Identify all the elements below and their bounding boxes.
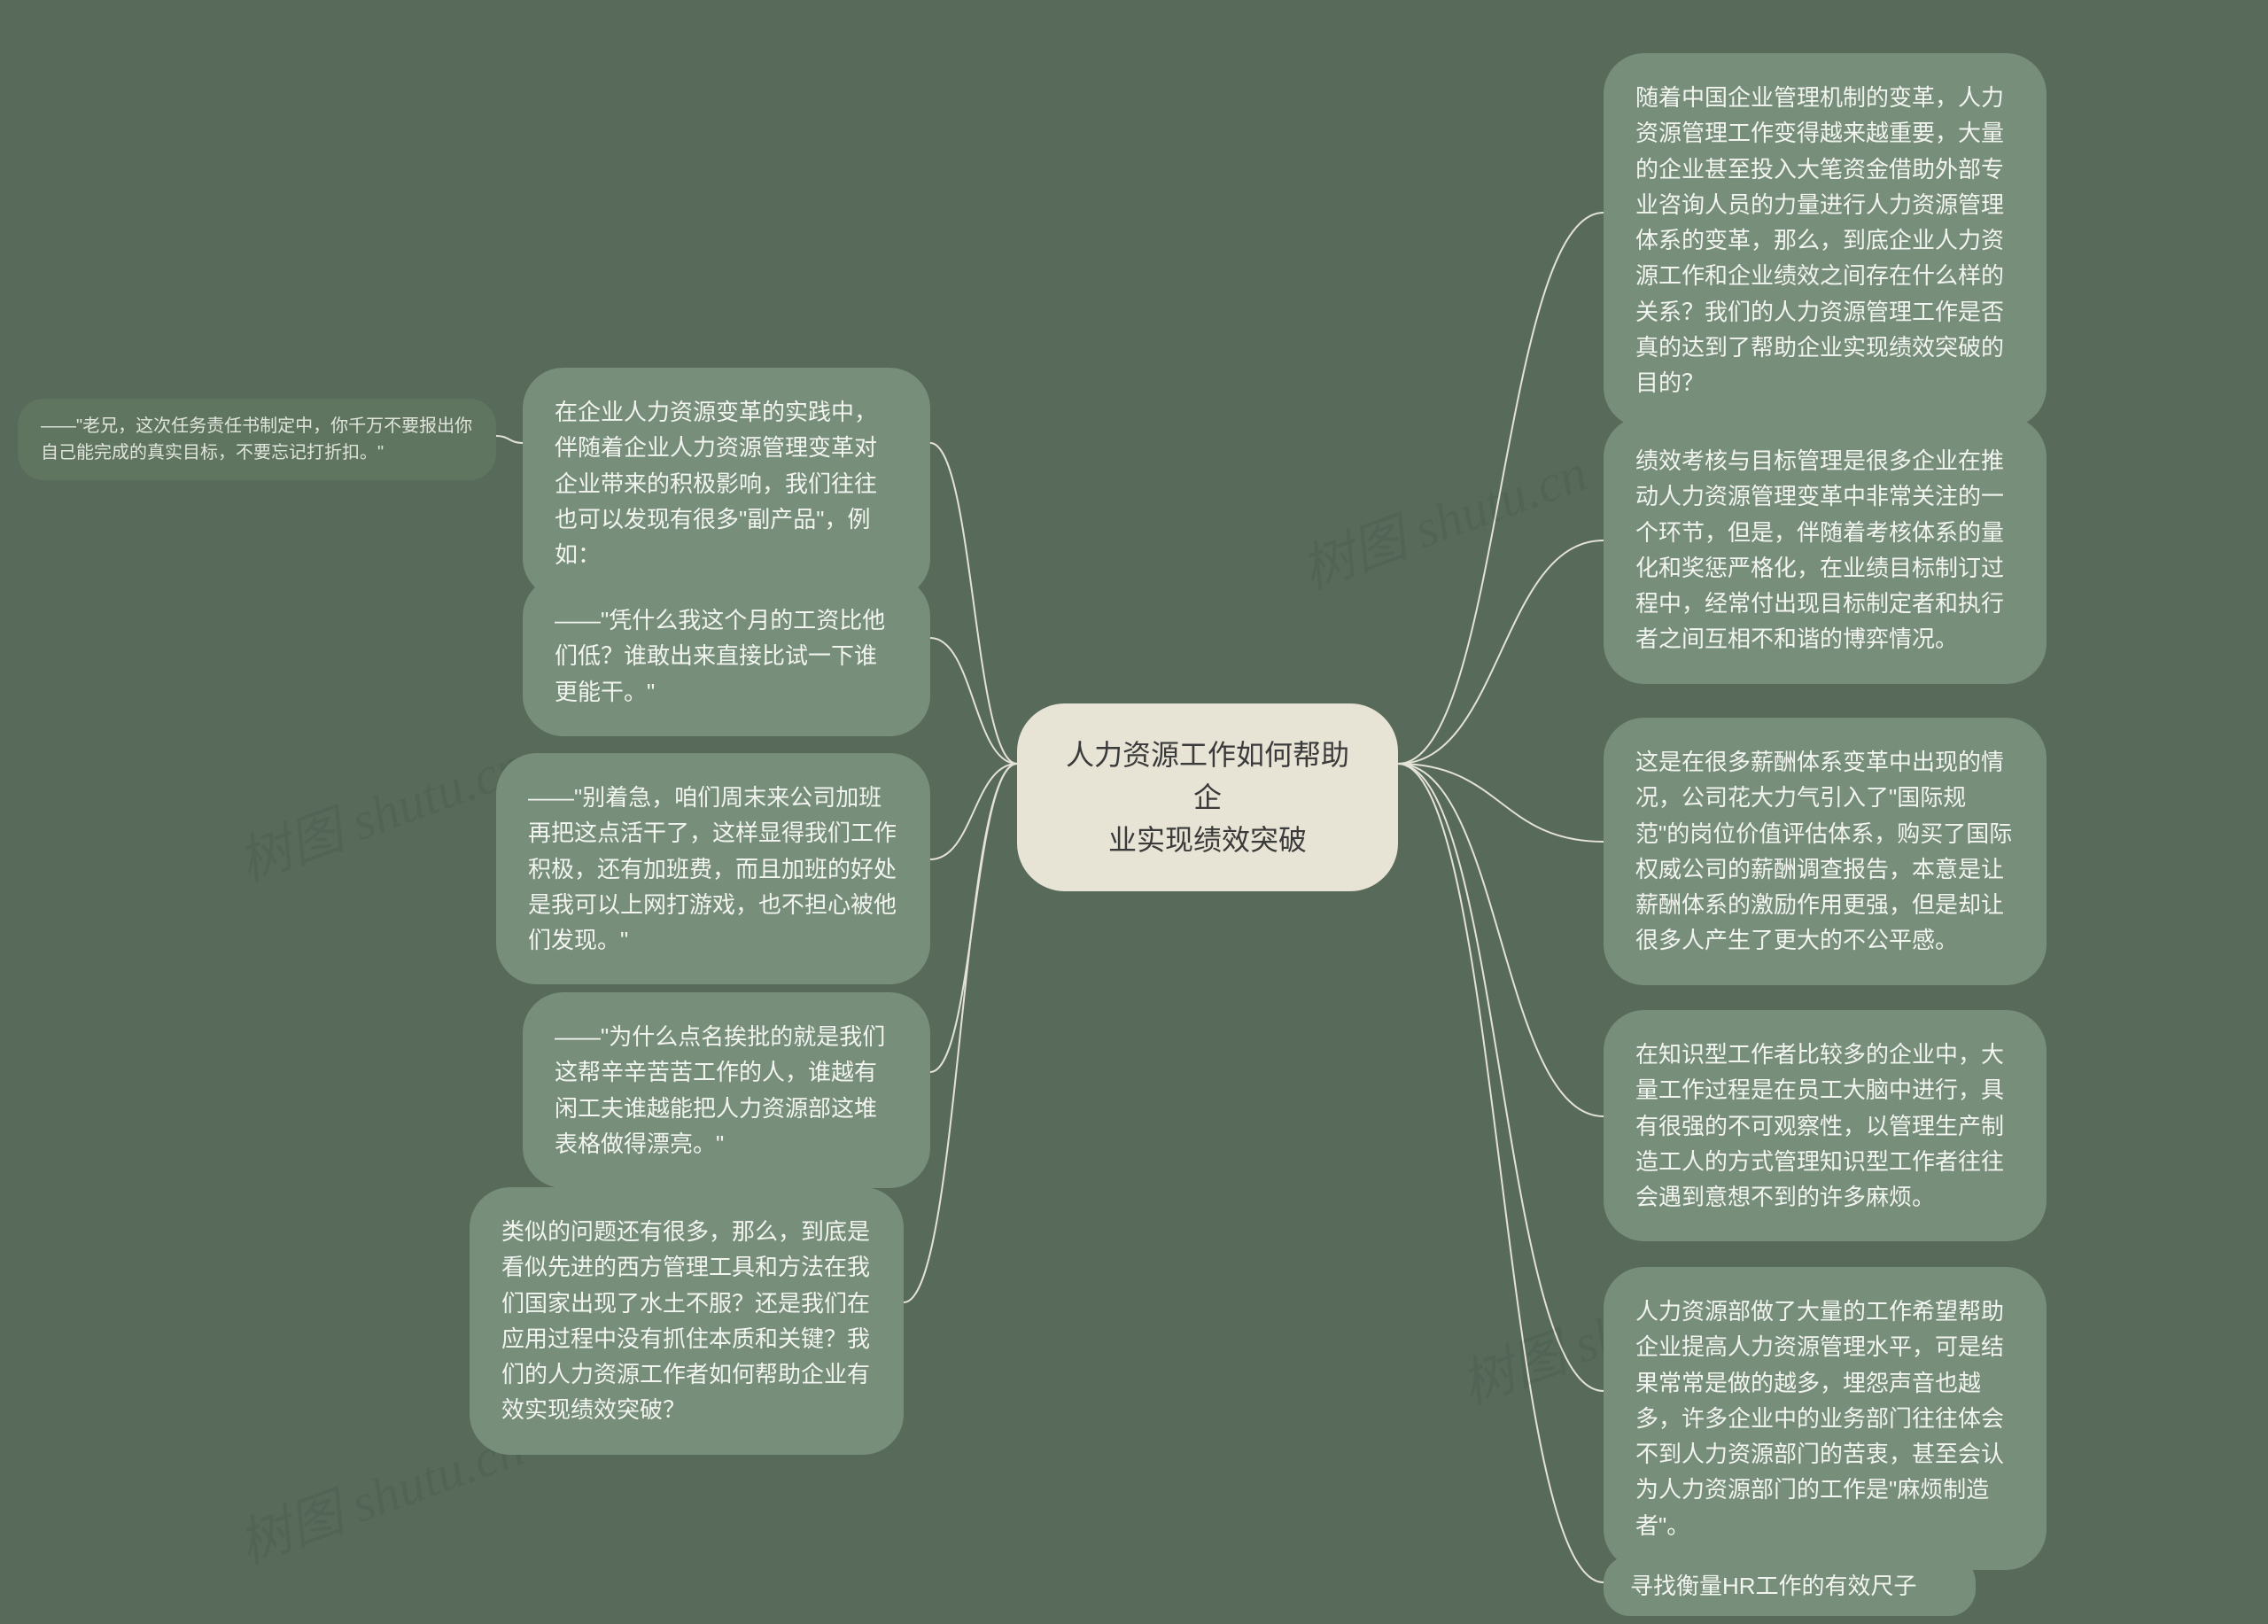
- branch-node[interactable]: 人力资源部做了大量的工作希望帮助企业提高人力资源管理水平，可是结果常常是做的越多…: [1604, 1267, 2047, 1570]
- branch-node[interactable]: 在企业人力资源变革的实践中，伴随着企业人力资源管理变革对企业带来的积极影响，我们…: [523, 368, 930, 599]
- watermark: 树图 shutu.cn: [226, 722, 532, 897]
- center-node[interactable]: 人力资源工作如何帮助企业实现绩效突破: [1017, 703, 1398, 891]
- branch-node[interactable]: ——"别着急，咱们周末来公司加班再把这点活干了，这样显得我们工作积极，还有加班费…: [496, 753, 930, 984]
- branch-node-small[interactable]: ——"老兄，这次任务责任书制定中，你千万不要报出你自己能完成的真实目标，不要忘记…: [18, 399, 496, 480]
- branch-node[interactable]: 绩效考核与目标管理是很多企业在推动人力资源管理变革中非常关注的一个环节，但是，伴…: [1604, 416, 2047, 684]
- watermark: 树图 shutu.cn: [1289, 430, 1596, 604]
- branch-node[interactable]: 在知识型工作者比较多的企业中，大量工作过程是在员工大脑中进行，具有很强的不可观察…: [1604, 1010, 2047, 1241]
- branch-node[interactable]: 类似的问题还有很多，那么，到底是看似先进的西方管理工具和方法在我们国家出现了水土…: [470, 1187, 904, 1455]
- mindmap-canvas: 树图 shutu.cn树图 shutu.cn树图 shutu.cn树图 shut…: [0, 0, 2268, 1624]
- branch-node[interactable]: 这是在很多薪酬体系变革中出现的情况，公司花大力气引入了"国际规范"的岗位价值评估…: [1604, 718, 2047, 985]
- branch-node[interactable]: ——"为什么点名挨批的就是我们这帮辛辛苦苦工作的人，谁越有闲工夫谁越能把人力资源…: [523, 992, 930, 1188]
- branch-node[interactable]: 寻找衡量HR工作的有效尺子: [1604, 1556, 1976, 1616]
- branch-node[interactable]: ——"凭什么我这个月的工资比他们低？谁敢出来直接比试一下谁更能干。": [523, 576, 930, 736]
- branch-node[interactable]: 随着中国企业管理机制的变革，人力资源管理工作变得越来越重要，大量的企业甚至投入大…: [1604, 53, 2047, 428]
